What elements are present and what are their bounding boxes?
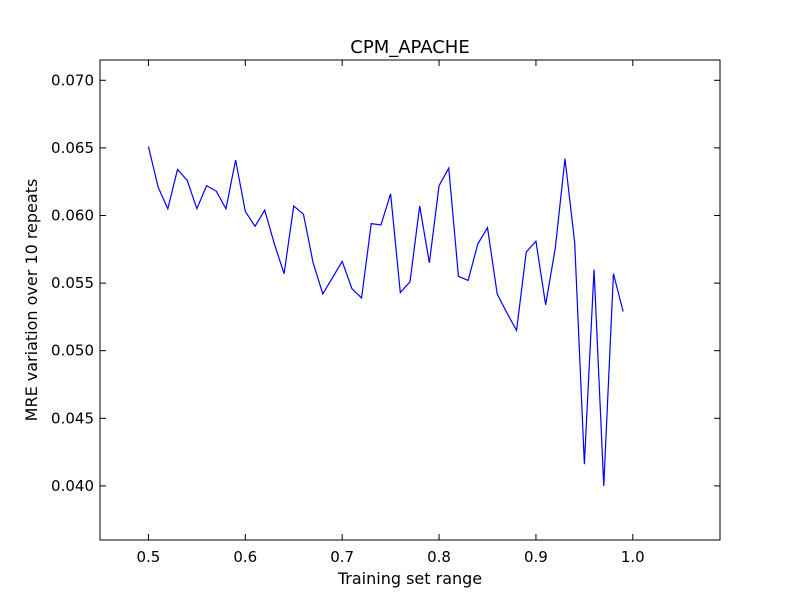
y-axis-label: MRE variation over 10 repeats xyxy=(22,179,41,422)
y-tick-label: 0.065 xyxy=(51,139,94,157)
y-tick-label: 0.060 xyxy=(51,206,94,224)
x-tick-label: 0.8 xyxy=(427,548,451,566)
y-tick-label: 0.070 xyxy=(51,71,94,89)
series-line-0 xyxy=(147,146,624,486)
axis-ticks: 0.5 0.6 0.7 0.8 0.9 1.0 0.040 0.045 0.050 0.055 0.… xyxy=(51,60,720,566)
x-tick-label: 0.7 xyxy=(330,548,354,566)
y-tick-label: 0.040 xyxy=(51,477,94,495)
x-axis-label: Training set range xyxy=(337,569,482,588)
x-tick-label: 0.9 xyxy=(524,548,548,566)
y-tick-label: 0.050 xyxy=(51,342,94,360)
x-tick-label: 1.0 xyxy=(621,548,645,566)
plot-frame xyxy=(99,59,721,541)
y-tick-label: 0.055 xyxy=(51,274,94,292)
chart-title: CPM_APACHE xyxy=(350,37,469,58)
x-tick-label: 0.6 xyxy=(233,548,257,566)
x-tick-label: 0.5 xyxy=(137,548,161,566)
y-tick-label: 0.045 xyxy=(51,409,94,427)
plot-area xyxy=(147,146,624,486)
